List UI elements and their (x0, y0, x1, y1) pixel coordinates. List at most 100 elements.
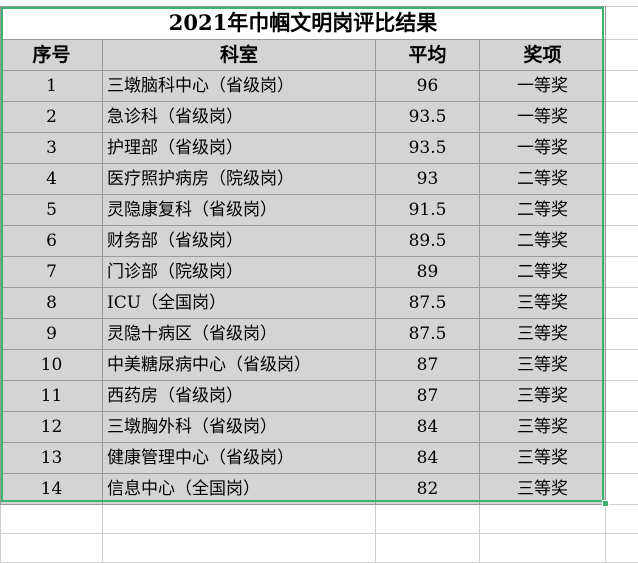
empty-cell[interactable] (606, 319, 638, 350)
cell-no[interactable]: 8 (1, 288, 103, 319)
sheet-title[interactable]: 2021年巾帼文明岗评比结果 (1, 7, 606, 40)
cell-no[interactable]: 2 (1, 102, 103, 133)
empty-cell[interactable] (606, 257, 638, 288)
cell-no[interactable]: 12 (1, 412, 103, 443)
empty-cell[interactable] (1, 505, 103, 534)
cell-dept[interactable]: 灵隐十病区（省级岗） (103, 319, 376, 350)
cell-no[interactable]: 5 (1, 195, 103, 226)
empty-cell[interactable] (103, 534, 376, 563)
empty-cell[interactable] (606, 226, 638, 257)
cell-no[interactable]: 4 (1, 164, 103, 195)
cell-avg[interactable]: 87.5 (376, 319, 480, 350)
cell-dept[interactable]: 三墩胸外科（省级岗） (103, 412, 376, 443)
cell-dept[interactable]: 中美糖尿病中心（省级岗） (103, 350, 376, 381)
empty-cell[interactable] (606, 288, 638, 319)
empty-cell[interactable] (606, 102, 638, 133)
cell-no[interactable]: 7 (1, 257, 103, 288)
cell-no[interactable]: 6 (1, 226, 103, 257)
cell-dept[interactable]: 西药房（省级岗） (103, 381, 376, 412)
cell-dept[interactable]: 灵隐康复科（省级岗） (103, 195, 376, 226)
cell-award[interactable]: 二等奖 (480, 195, 606, 226)
cell-avg[interactable]: 84 (376, 443, 480, 474)
header-dept[interactable]: 科室 (103, 40, 376, 71)
cell-avg[interactable]: 87 (376, 381, 480, 412)
empty-cell[interactable] (606, 505, 638, 534)
empty-cell[interactable] (606, 7, 638, 40)
cell-avg[interactable]: 93.5 (376, 133, 480, 164)
cell-avg[interactable]: 96 (376, 71, 480, 102)
header-award[interactable]: 奖项 (480, 40, 606, 71)
empty-cell[interactable] (606, 443, 638, 474)
empty-cell[interactable] (606, 412, 638, 443)
empty-cell[interactable] (480, 534, 606, 563)
cell-no[interactable]: 9 (1, 319, 103, 350)
cell-award[interactable]: 一等奖 (480, 71, 606, 102)
empty-cell[interactable] (606, 474, 638, 505)
cell-no[interactable]: 10 (1, 350, 103, 381)
empty-cell[interactable] (376, 534, 480, 563)
cell-award[interactable]: 一等奖 (480, 133, 606, 164)
cell-dept[interactable]: 财务部（省级岗） (103, 226, 376, 257)
cell-no[interactable]: 1 (1, 71, 103, 102)
cell-award[interactable]: 三等奖 (480, 381, 606, 412)
cell-award[interactable]: 三等奖 (480, 319, 606, 350)
empty-cell[interactable] (376, 505, 480, 534)
header-avg[interactable]: 平均 (376, 40, 480, 71)
cell-dept[interactable]: 急诊科（省级岗） (103, 102, 376, 133)
empty-cell[interactable] (606, 133, 638, 164)
cell-no[interactable]: 13 (1, 443, 103, 474)
cell-avg[interactable]: 93.5 (376, 102, 480, 133)
cell-avg[interactable]: 89 (376, 257, 480, 288)
cell-dept[interactable]: 护理部（省级岗） (103, 133, 376, 164)
empty-cell[interactable] (606, 350, 638, 381)
cell-dept[interactable]: 健康管理中心（省级岗） (103, 443, 376, 474)
cell-avg[interactable]: 87 (376, 350, 480, 381)
cell-avg[interactable]: 89.5 (376, 226, 480, 257)
cell-avg[interactable]: 87.5 (376, 288, 480, 319)
fill-handle[interactable] (602, 500, 609, 507)
empty-cell[interactable] (606, 195, 638, 226)
header-no[interactable]: 序号 (1, 40, 103, 71)
cell-award[interactable]: 三等奖 (480, 443, 606, 474)
cell-dept[interactable]: 三墩脑科中心（省级岗） (103, 71, 376, 102)
empty-cell[interactable] (606, 71, 638, 102)
empty-cell[interactable] (606, 534, 638, 563)
cell-no[interactable]: 11 (1, 381, 103, 412)
empty-cell[interactable] (606, 40, 638, 71)
cell-award[interactable]: 二等奖 (480, 226, 606, 257)
empty-cell[interactable] (1, 534, 103, 563)
cell-dept[interactable]: 医疗照护病房（院级岗） (103, 164, 376, 195)
empty-cell[interactable] (606, 381, 638, 412)
title-row: 2021年巾帼文明岗评比结果 (1, 7, 638, 40)
cell-award[interactable]: 二等奖 (480, 164, 606, 195)
cell-award[interactable]: 三等奖 (480, 350, 606, 381)
cell-no[interactable]: 14 (1, 474, 103, 505)
cell-award[interactable]: 三等奖 (480, 412, 606, 443)
empty-cell[interactable] (606, 164, 638, 195)
cell-avg[interactable]: 84 (376, 412, 480, 443)
cell-dept[interactable]: 门诊部（院级岗） (103, 257, 376, 288)
empty-cell[interactable] (480, 505, 606, 534)
cell-dept[interactable]: ICU（全国岗） (103, 288, 376, 319)
cell-avg[interactable]: 91.5 (376, 195, 480, 226)
cell-avg[interactable]: 93 (376, 164, 480, 195)
cell-award[interactable]: 二等奖 (480, 257, 606, 288)
cell-no[interactable]: 3 (1, 133, 103, 164)
empty-cell[interactable] (103, 505, 376, 534)
cell-dept[interactable]: 信息中心（全国岗） (103, 474, 376, 505)
cell-award[interactable]: 三等奖 (480, 288, 606, 319)
cell-avg[interactable]: 82 (376, 474, 480, 505)
cell-award[interactable]: 三等奖 (480, 474, 606, 505)
cell-award[interactable]: 一等奖 (480, 102, 606, 133)
